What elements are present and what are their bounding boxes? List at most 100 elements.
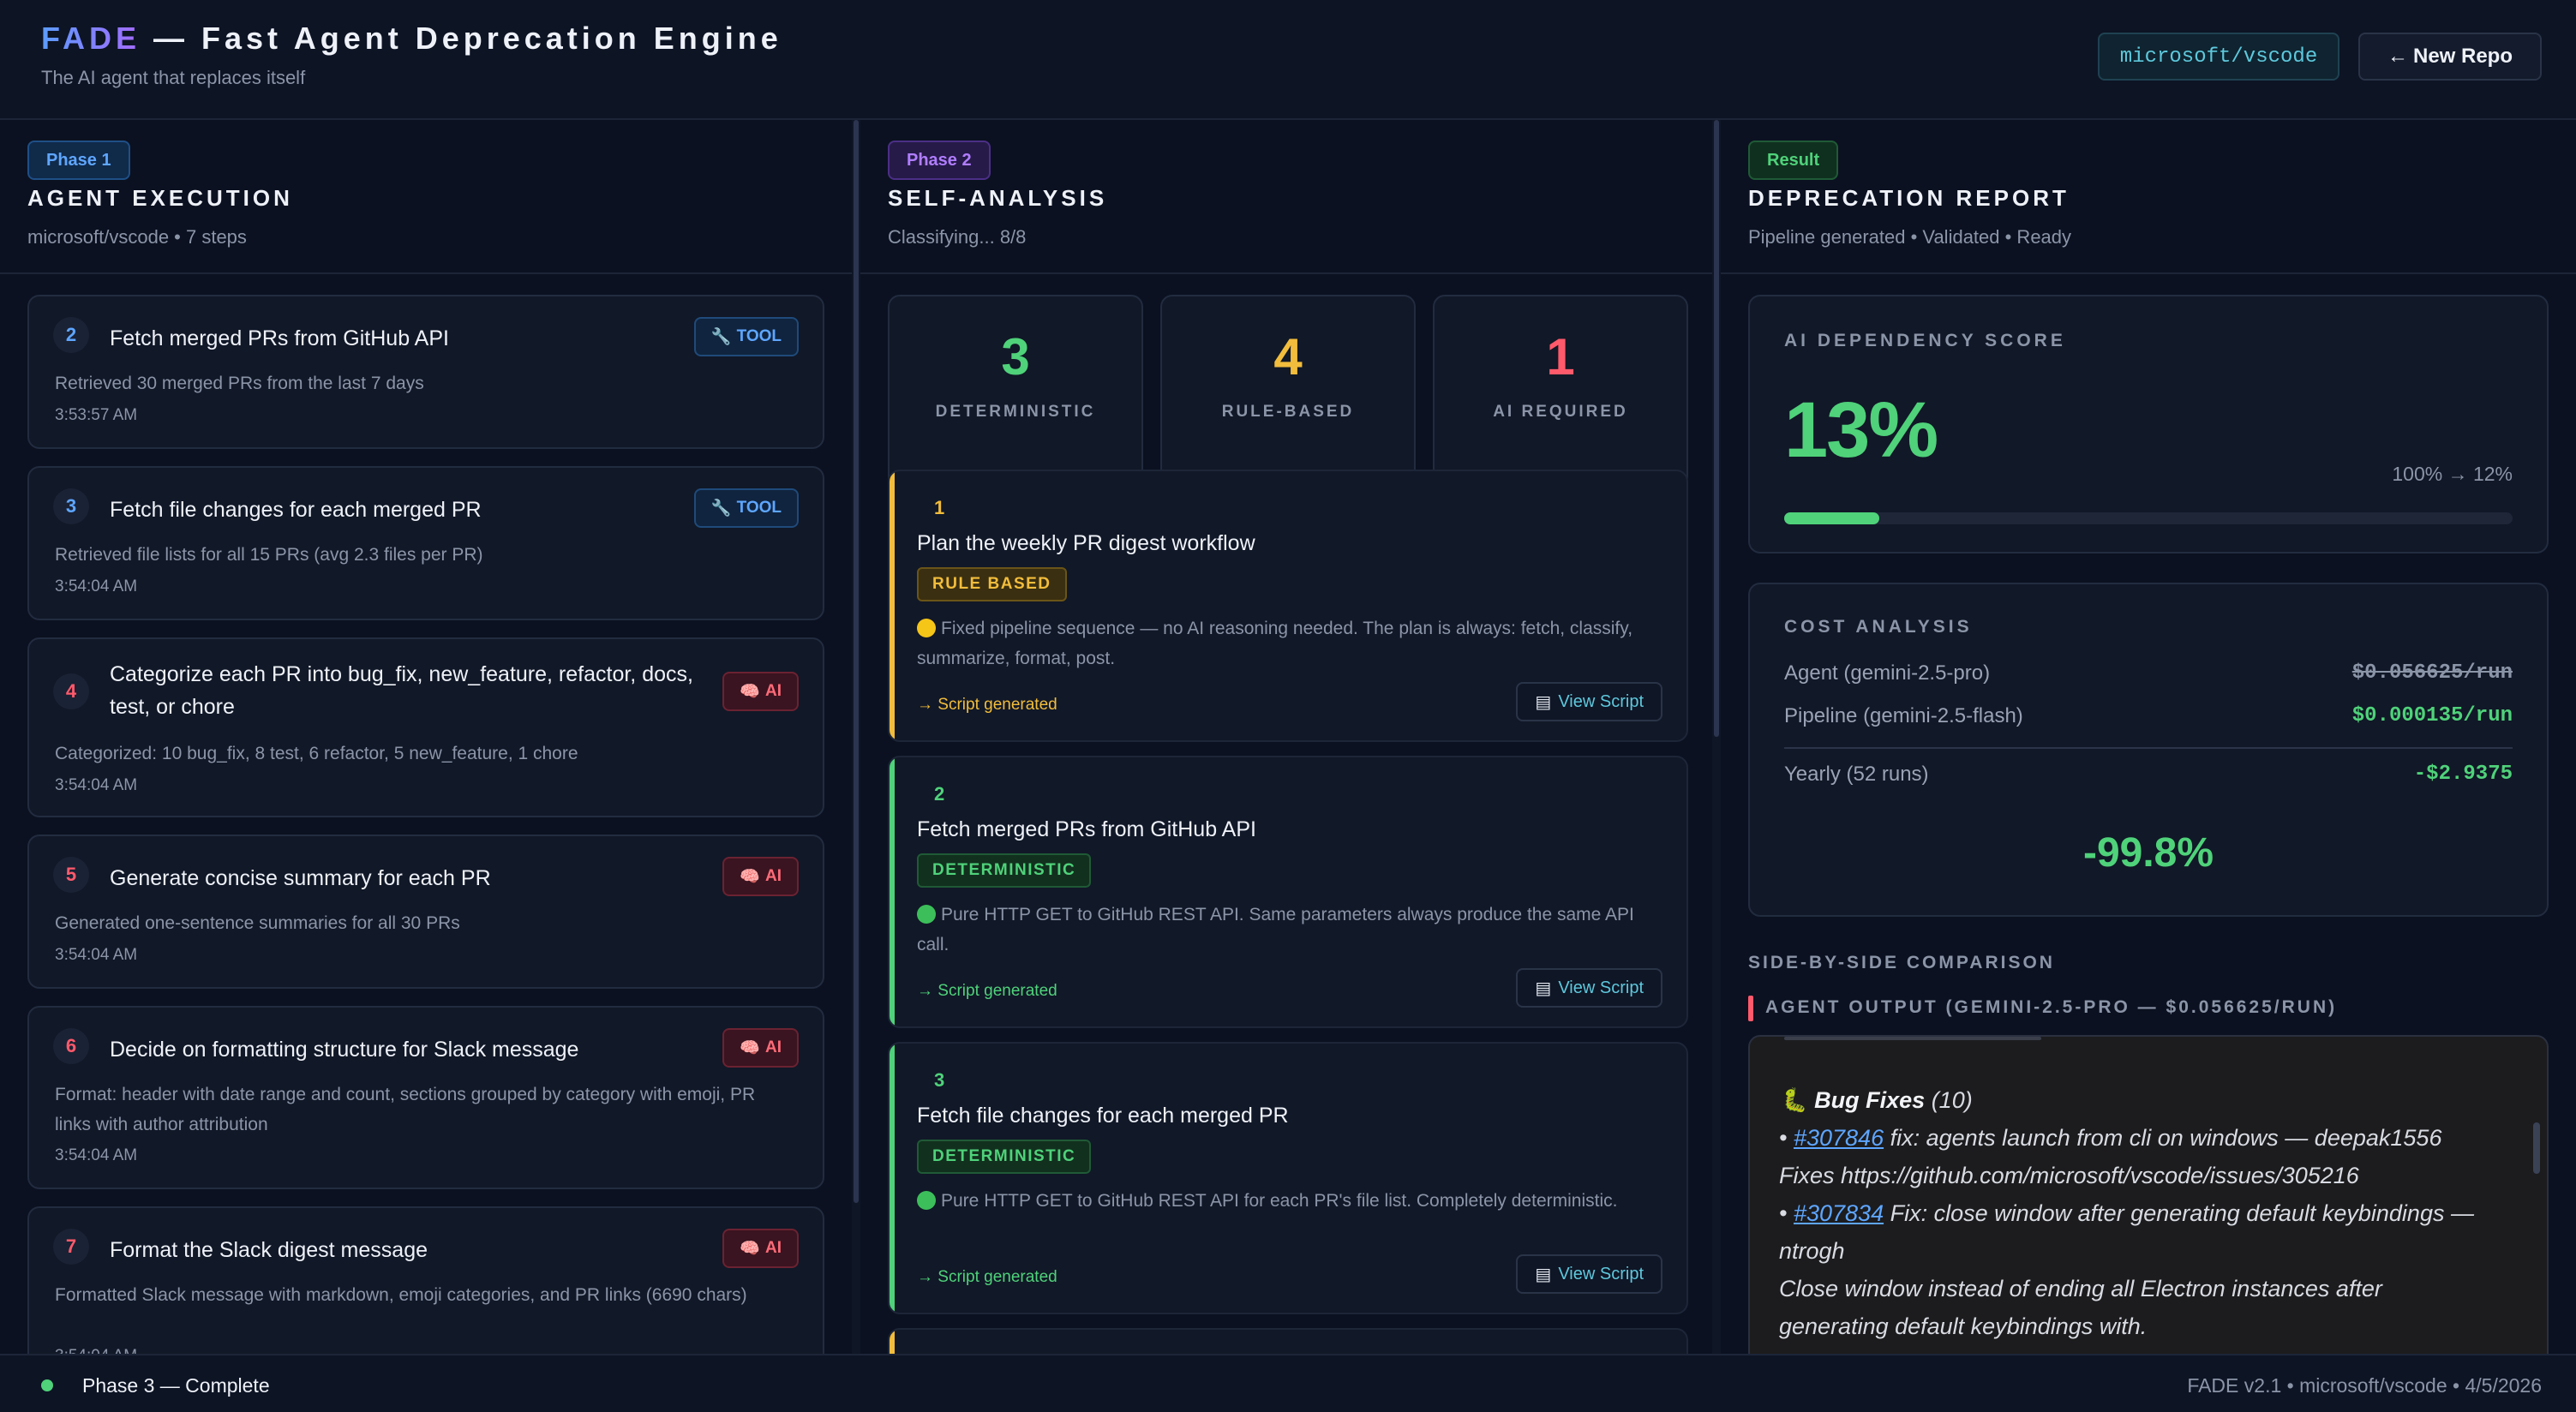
pr-body: Fixes https://github.com/microsoft/vscod… — [1779, 1163, 2359, 1188]
yearly-cost-value: -$2.9375 — [2413, 763, 2513, 786]
agent-output-preview[interactable]: 🐛 Bug Fixes (10) • #307846 fix: agents l… — [1748, 1035, 2549, 1354]
bug-fixes-section-title: 🐛 Bug Fixes (10) — [1779, 1081, 2490, 1119]
result-header: Result DEPRECATION REPORT Pipeline gener… — [1721, 120, 2576, 274]
step-card[interactable]: 2 Fetch merged PRs from GitHub API 🔧 TOOL… — [27, 295, 824, 449]
pipeline-cost-label: Pipeline (gemini-2.5-flash) — [1784, 704, 2023, 727]
score-progress-bar — [1784, 512, 2513, 524]
card-title: Fetch merged PRs from GitHub API — [917, 817, 1256, 841]
yellow-circle-icon — [917, 619, 936, 637]
step-title: Format the Slack digest message — [110, 1238, 428, 1262]
card-description: Pure HTTP GET to GitHub REST API for eac… — [917, 1186, 1654, 1216]
step-timestamp: 3:54:04 AM — [55, 776, 138, 794]
brain-icon: 🧠 — [740, 683, 760, 701]
tag-label: TOOL — [736, 499, 782, 517]
ai-dependency-panel: AI DEPENDENCY SCORE 13% 100% → 12% — [1748, 295, 2549, 553]
tool-tag: 🔧 TOOL — [693, 317, 799, 356]
card-number: 1 — [934, 497, 945, 518]
result-title: DEPRECATION REPORT — [1748, 185, 2070, 211]
cost-analysis-panel: COST ANALYSIS Agent (gemini-2.5-pro) $0.… — [1748, 583, 2549, 917]
step-number: 4 — [53, 673, 89, 709]
step-title: Categorize each PR into bug_fix, new_fea… — [110, 662, 693, 719]
step-timestamp: 3:54:04 AM — [55, 1146, 138, 1164]
step-card[interactable]: 6 Decide on formatting structure for Sla… — [27, 1006, 824, 1189]
section-title: Bug Fixes — [1814, 1087, 1926, 1113]
agent-cost-row: Agent (gemini-2.5-pro) $0.056625/run — [1784, 661, 2513, 685]
view-script-button[interactable]: ▤ View Script — [1516, 682, 1662, 721]
step-description: Generated one-sentence summaries for all… — [55, 913, 460, 933]
agent-cost-label: Agent (gemini-2.5-pro) — [1784, 661, 1991, 685]
pr-title: fix: agents launch from cli on windows —… — [1884, 1125, 2442, 1151]
pipeline-cost-row: Pipeline (gemini-2.5-flash) $0.000135/ru… — [1784, 704, 2513, 728]
deterministic-badge: DETERMINISTIC — [917, 1140, 1092, 1174]
stat-label: AI REQUIRED — [1493, 403, 1628, 421]
result-subtitle: Pipeline generated • Validated • Ready — [1748, 226, 2072, 248]
step-card[interactable]: 4 Categorize each PR into bug_fix, new_f… — [27, 637, 824, 817]
stat-value: 1 — [1546, 328, 1575, 386]
footer-meta: FADE v2.1 • microsoft/vscode • 4/5/2026 — [2187, 1374, 2542, 1397]
step-card[interactable]: 7 Format the Slack digest message 🧠 AI Fo… — [27, 1206, 824, 1354]
savings-percent: -99.8% — [2082, 830, 2214, 876]
ai-tag: 🧠 AI — [722, 857, 799, 896]
classification-card[interactable]: 2 Fetch merged PRs from GitHub API DETER… — [888, 756, 1688, 1028]
dependency-score: 13% — [1784, 386, 1938, 474]
phase1-badge: Phase 1 — [27, 141, 130, 180]
rule-based-badge: RULE BASED — [917, 567, 1067, 601]
column-scrollbar[interactable] — [852, 120, 860, 1354]
phase2-badge: Phase 2 — [888, 141, 991, 180]
tag-label: AI — [765, 1038, 782, 1056]
agent-cost-value: $0.056625/run — [2351, 661, 2513, 685]
pr-link[interactable]: #307834 — [1793, 1200, 1884, 1226]
pr-title: Fix: close window after generating defau… — [1779, 1200, 2474, 1264]
step-card[interactable]: 5 Generate concise summary for each PR 🧠… — [27, 835, 824, 989]
output-scrollbar[interactable] — [2533, 1122, 2540, 1174]
classification-card[interactable] — [888, 1328, 1688, 1354]
scrollbar-thumb[interactable] — [1714, 120, 1719, 737]
wrench-icon: 🔧 — [710, 328, 732, 346]
deterministic-badge: DETERMINISTIC — [917, 853, 1092, 888]
scrollbar-thumb[interactable] — [854, 120, 859, 1203]
result-badge: Result — [1748, 141, 1839, 180]
card-description-text: Pure HTTP GET to GitHub REST API. Same p… — [917, 905, 1634, 954]
result-column: Result DEPRECATION REPORT Pipeline gener… — [1721, 120, 2576, 1354]
brain-icon: 🧠 — [740, 1039, 760, 1057]
phase1-column: Phase 1 AGENT EXECUTION microsoft/vscode… — [0, 120, 852, 1354]
card-description: Pure HTTP GET to GitHub REST API. Same p… — [917, 900, 1654, 960]
document-icon: ▤ — [1535, 978, 1552, 998]
green-circle-icon — [917, 1191, 936, 1210]
stat-ai-required: 1 AI REQUIRED — [1433, 295, 1688, 488]
status-text: Phase 3 — Complete — [82, 1374, 270, 1397]
card-accent — [890, 1044, 895, 1313]
app-tagline: The AI agent that replaces itself — [41, 67, 306, 88]
card-description: Fixed pipeline sequence — no AI reasonin… — [917, 613, 1654, 673]
wrench-icon: 🔧 — [710, 500, 732, 518]
classification-card[interactable]: 3 Fetch file changes for each merged PR … — [888, 1042, 1688, 1314]
phase2-header: Phase 2 SELF-ANALYSIS Classifying... 8/8 — [860, 120, 1716, 274]
pr-entry: • #307846 fix: agents launch from cli on… — [1779, 1125, 2442, 1151]
brand-name: FADE — [41, 21, 141, 56]
step-description: Categorized: 10 bug_fix, 8 test, 6 refac… — [55, 744, 578, 763]
classification-card[interactable]: 1 Plan the weekly PR digest workflow RUL… — [888, 470, 1688, 742]
agent-output-text: 🐛 Bug Fixes (10) • #307846 fix: agents l… — [1779, 1081, 2490, 1345]
step-timestamp: 3:54:04 AM — [55, 1347, 137, 1354]
view-script-button[interactable]: ▤ View Script — [1516, 968, 1662, 1008]
cost-divider — [1784, 747, 2513, 749]
pipeline-cost-value: $0.000135/run — [2351, 704, 2513, 727]
new-repo-label: New Repo — [2412, 45, 2513, 68]
phase2-column: Phase 2 SELF-ANALYSIS Classifying... 8/8… — [860, 120, 1716, 1354]
pr-link[interactable]: #307846 — [1793, 1125, 1884, 1151]
stat-deterministic: 3 DETERMINISTIC — [888, 295, 1143, 488]
card-title: Fetch file changes for each merged PR — [917, 1104, 1289, 1128]
column-scrollbar[interactable] — [1712, 120, 1721, 1354]
step-number: 5 — [53, 857, 89, 893]
card-title: Plan the weekly PR digest workflow — [917, 531, 1255, 555]
step-card[interactable]: 3 Fetch file changes for each merged PR … — [27, 466, 824, 620]
tag-label: AI — [765, 1239, 782, 1257]
document-icon: ▤ — [1535, 1265, 1552, 1284]
stat-label: DETERMINISTIC — [935, 403, 1096, 421]
repo-pill[interactable]: microsoft/vscode — [2098, 33, 2339, 81]
brand-subtitle: — Fast Agent Deprecation Engine — [141, 21, 782, 56]
script-generated-label: → Script generated — [917, 982, 1057, 1000]
view-script-button[interactable]: ▤ View Script — [1516, 1254, 1662, 1294]
new-repo-button[interactable]: ← New Repo — [2358, 33, 2542, 81]
step-number: 6 — [53, 1028, 89, 1064]
